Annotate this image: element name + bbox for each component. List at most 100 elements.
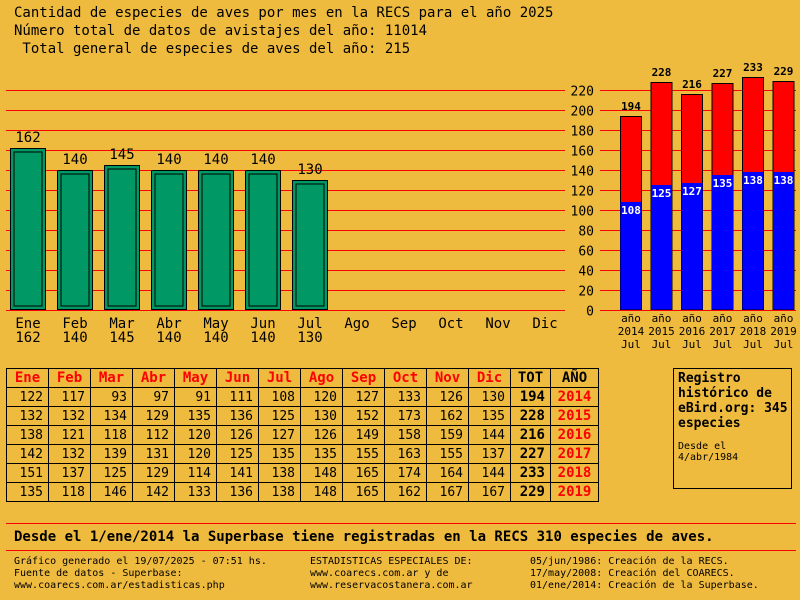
table-cell: 136	[216, 406, 259, 426]
table-cell: 135	[468, 406, 511, 426]
table-cell: 135	[6, 482, 49, 502]
table-cell: 125	[90, 463, 133, 483]
table-tot-cell: 228	[510, 406, 551, 426]
month-tick-label: Feb	[62, 316, 87, 332]
table-cell: 120	[174, 425, 217, 445]
table-cell: 132	[6, 406, 49, 426]
table-cell: 144	[468, 463, 511, 483]
july-y-tick: 20	[578, 285, 594, 300]
table-tot-cell: 227	[510, 444, 551, 464]
month-bar-inner	[154, 173, 184, 307]
table-tot-cell: 216	[510, 425, 551, 445]
table-cell: 133	[384, 387, 427, 407]
table-cell: 162	[384, 482, 427, 502]
table-cell: 125	[258, 406, 301, 426]
table-month-header: Oct	[384, 368, 427, 388]
table-row: 151 137 125 129 114 141 138 148 165 174 164 144 233 2…	[6, 463, 599, 483]
table-row: 122 117 93 97 91 111 108 120 127 133 126 130 194 2014	[6, 387, 599, 407]
table-cell: 173	[384, 406, 427, 426]
july-x-label-month: Jul	[774, 338, 794, 351]
table-cell: 139	[90, 444, 133, 464]
month-bottom-value: 140	[203, 330, 228, 346]
month-tick-label: Abr	[156, 316, 181, 332]
ebird-record-title: Registro histórico de eBird.org: 345 esp…	[678, 371, 788, 431]
july-x-label-month: Jul	[743, 338, 763, 351]
table-month-header: Nov	[426, 368, 469, 388]
table-year-cell: 2017	[550, 444, 599, 464]
table-cell: 121	[48, 425, 91, 445]
july-y-tick: 200	[571, 105, 594, 120]
table-cell: 167	[426, 482, 469, 502]
table-cell: 125	[216, 444, 259, 464]
month-tick-label: Oct	[438, 316, 463, 332]
july-month-label: 138	[774, 174, 794, 187]
table-cell: 133	[174, 482, 217, 502]
month-bottom-value: 130	[297, 330, 322, 346]
table-cell: 138	[258, 482, 301, 502]
table-cell: 174	[384, 463, 427, 483]
table-cell: 108	[258, 387, 301, 407]
month-tick-label: Sep	[391, 316, 416, 332]
table-month-header: Ene	[6, 368, 49, 388]
month-bottom-value: 140	[62, 330, 87, 346]
july-month-label: 138	[743, 174, 763, 187]
july-x-label-year: 2019	[770, 325, 797, 338]
july-month-bar	[742, 172, 764, 310]
july-y-tick: 220	[571, 85, 594, 100]
july-y-tick: 60	[578, 245, 594, 260]
july-x-label-top: año	[682, 312, 702, 325]
month-bar-value: 140	[203, 152, 228, 168]
month-tick-label: Jul	[297, 316, 322, 332]
month-bottom-value: 140	[250, 330, 275, 346]
table-cell: 130	[300, 406, 343, 426]
month-tick-label: Jun	[250, 316, 275, 332]
table-cell: 91	[174, 387, 217, 407]
table-cell: 148	[300, 482, 343, 502]
table-cell: 112	[132, 425, 175, 445]
july-x-label-year: 2017	[709, 325, 736, 338]
table-month-header: Abr	[132, 368, 175, 388]
table-cell: 129	[132, 406, 175, 426]
table-cell: 120	[300, 387, 343, 407]
table-cell: 167	[468, 482, 511, 502]
table-cell: 126	[426, 387, 469, 407]
table-cell: 126	[300, 425, 343, 445]
table-cell: 127	[258, 425, 301, 445]
table-cell: 155	[426, 444, 469, 464]
table-cell: 142	[132, 482, 175, 502]
month-bar-value: 130	[297, 162, 322, 178]
table-cell: 142	[6, 444, 49, 464]
ebird-record-since: Desde el 4/abr/1984	[678, 441, 739, 463]
table-cell: 135	[174, 406, 217, 426]
table-cell: 136	[216, 482, 259, 502]
month-bar-inner	[107, 168, 137, 307]
table-cell: 97	[132, 387, 175, 407]
july-x-label-month: Jul	[652, 338, 672, 351]
july-x-label-top: año	[713, 312, 733, 325]
footer-generated: Gráfico generado el 19/07/2025 - 07:51 h…	[14, 556, 267, 591]
month-tick-label: Dic	[532, 316, 557, 332]
table-cell: 135	[300, 444, 343, 464]
month-bar-inner	[295, 183, 325, 307]
july-y-tick: 0	[586, 305, 594, 320]
table-cell: 151	[6, 463, 49, 483]
table-cell: 164	[426, 463, 469, 483]
table-cell: 130	[468, 387, 511, 407]
july-x-label-top: año	[652, 312, 672, 325]
table-cell: 126	[216, 425, 259, 445]
footer-stats: ESTADISTICAS ESPECIALES DE: www.coarecs.…	[310, 556, 473, 591]
month-bar-value: 140	[62, 152, 87, 168]
table-cell: 146	[90, 482, 133, 502]
july-total-label: 233	[743, 61, 763, 74]
table-cell: 165	[342, 482, 385, 502]
table-cell: 122	[6, 387, 49, 407]
table-cell: 118	[90, 425, 133, 445]
table-cell: 132	[48, 406, 91, 426]
month-bottom-value: 140	[156, 330, 181, 346]
july-x-label-year: 2015	[648, 325, 675, 338]
table-year-cell: 2015	[550, 406, 599, 426]
month-bar-inner	[201, 173, 231, 307]
table-tot-header: TOT	[510, 368, 551, 388]
july-total-label: 228	[652, 66, 672, 79]
table-cell: 165	[342, 463, 385, 483]
